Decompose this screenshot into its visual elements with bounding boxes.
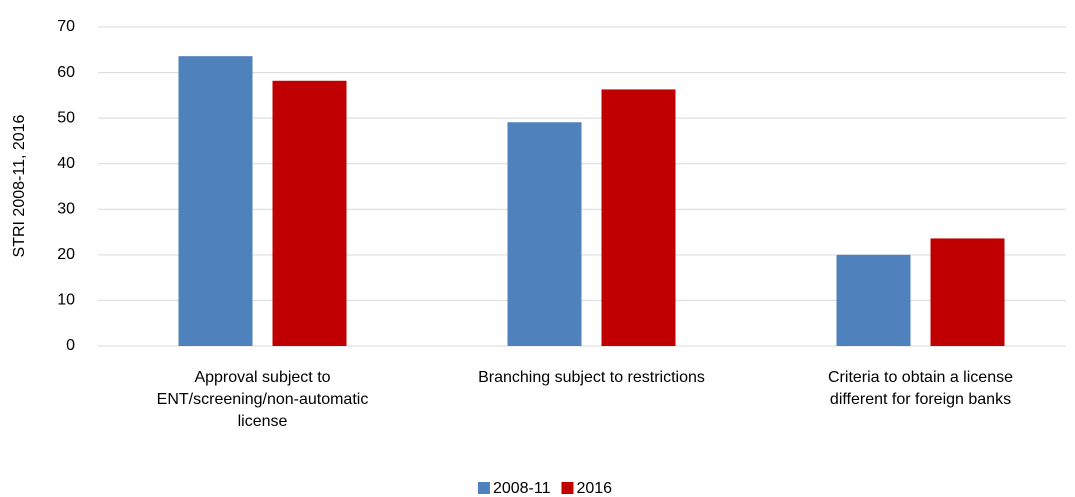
bar	[601, 89, 676, 346]
y-tick-label: 60	[57, 64, 75, 81]
y-tick-label: 70	[57, 18, 75, 35]
bar	[507, 122, 582, 346]
x-tick-label: Criteria to obtain a license different f…	[828, 369, 1013, 408]
legend-label: 2016	[576, 480, 612, 497]
y-tick-label: 10	[57, 292, 75, 309]
legend-label: 2008-11	[493, 480, 551, 497]
legend-swatch	[477, 482, 490, 494]
x-tick-label: Branching subject to restrictions	[478, 369, 705, 386]
y-tick-label: 40	[57, 155, 75, 172]
legend-swatch	[561, 482, 574, 494]
bar	[836, 254, 911, 346]
y-tick-label: 0	[66, 337, 75, 354]
y-tick-label: 20	[57, 246, 75, 263]
y-tick-label: 30	[57, 201, 75, 218]
bar	[178, 56, 253, 347]
x-tick-label: Approval subject to ENT/screening/non-au…	[156, 369, 369, 430]
bar	[272, 80, 347, 346]
bar	[930, 238, 1005, 346]
y-axis-label: STRI 2008-11, 2016	[11, 114, 28, 257]
y-tick-label: 50	[57, 109, 75, 126]
